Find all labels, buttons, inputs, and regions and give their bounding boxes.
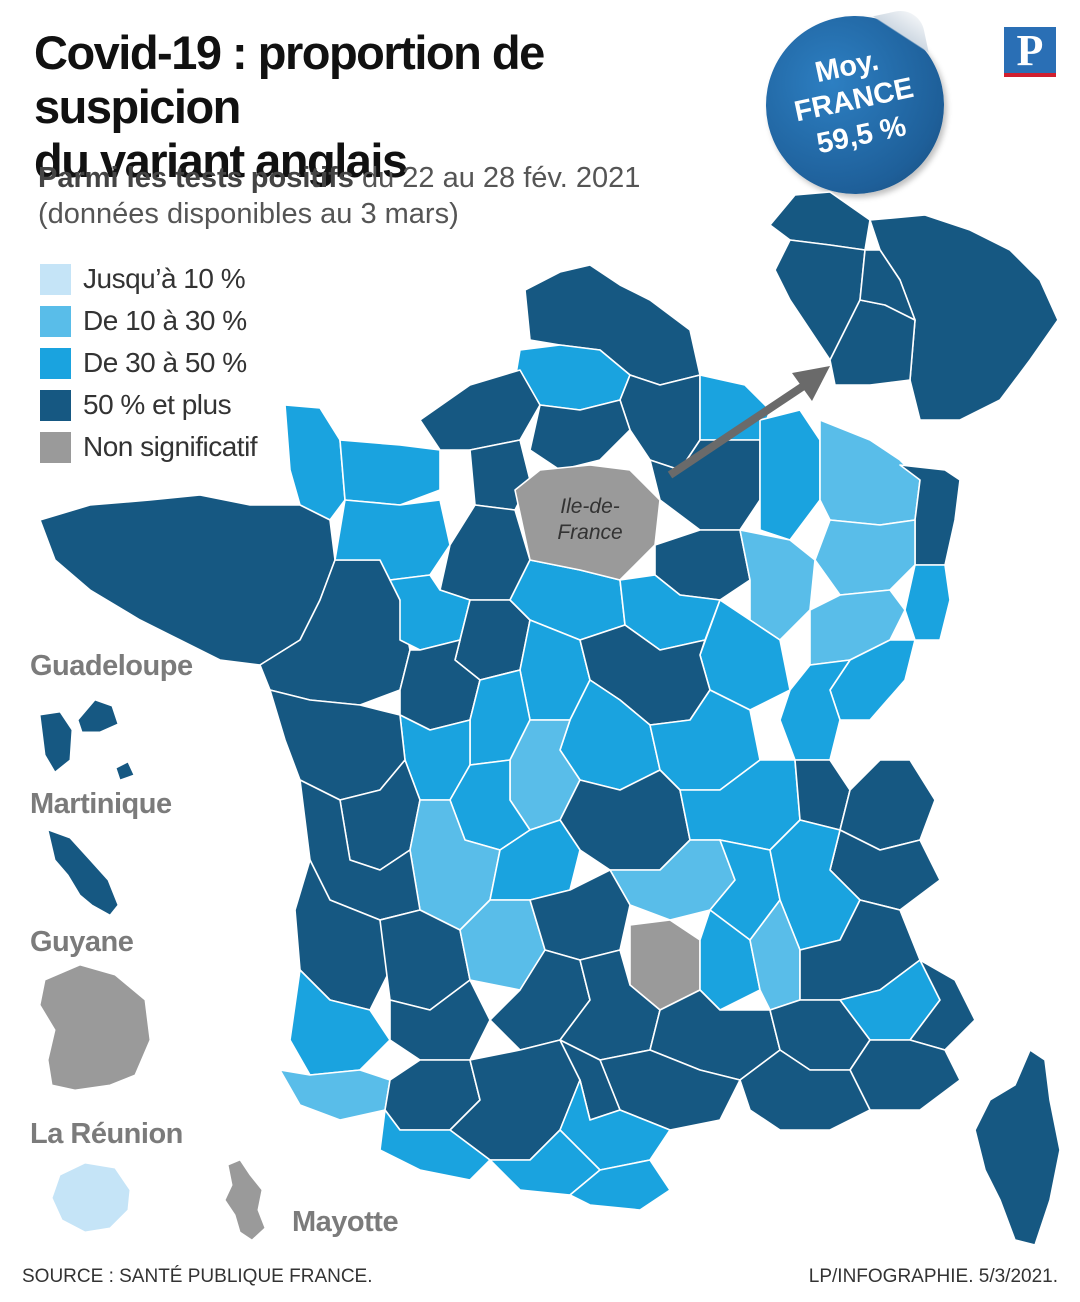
legend-swatch-1	[40, 305, 71, 337]
corse	[974, 1048, 1061, 1246]
label-reunion: La Réunion	[30, 1118, 183, 1150]
dept-oise	[529, 399, 631, 471]
dept-meuse	[759, 409, 821, 541]
idf-inset	[769, 191, 1059, 421]
legend-item-2: De 30 à 50 %	[40, 342, 257, 384]
subtitle-bold: Parmi les tests positifs	[38, 162, 354, 194]
dept-lot-garonne	[389, 979, 491, 1061]
legend-swatch-0	[40, 263, 71, 295]
dept-landes	[289, 969, 391, 1076]
legend-swatch-4	[40, 431, 71, 463]
dept-calvados	[339, 439, 441, 506]
legend-label-3: 50 % et plus	[83, 389, 232, 420]
subtitle-note: (données disponibles au 3 mars)	[38, 198, 459, 230]
dept-bretagne	[39, 494, 336, 666]
dept-pyrenees-orientales	[569, 1159, 671, 1211]
credit-note: LP/INFOGRAPHIE. 5/3/2021.	[808, 1266, 1058, 1287]
label-martinique: Martinique	[30, 788, 172, 820]
dept-haute-marne	[739, 529, 816, 641]
metropole	[39, 264, 976, 1211]
legend-label-4: Non significatif	[83, 431, 258, 462]
dept-aisne	[619, 374, 701, 471]
dept-vosges	[814, 519, 916, 596]
dept-seine-maritime	[419, 369, 541, 451]
dept-ile-de-france	[514, 464, 661, 581]
inset-arrow-head	[792, 366, 830, 401]
dept-moselle	[819, 419, 921, 526]
dept-bouches-rhone	[739, 1049, 871, 1131]
label-mayotte: Mayotte	[292, 1206, 399, 1238]
dept-ain	[794, 759, 851, 831]
dept-hautes-pyrenees	[379, 1109, 491, 1181]
legend-label-2: De 30 à 50 %	[83, 347, 247, 378]
legend-item-0: Jusqu’à 10 %	[40, 258, 257, 300]
label-guyane: Guyane	[30, 926, 134, 958]
label-guadeloupe: Guadeloupe	[30, 650, 193, 682]
martinique-shape	[47, 829, 119, 916]
idf-val-oise	[769, 191, 871, 251]
legend-swatch-2	[40, 347, 71, 379]
legend: Jusqu’à 10 % De 10 à 30 % De 30 à 50 % 5…	[40, 258, 258, 468]
legend-item-3: 50 % et plus	[40, 384, 257, 426]
idf-petite-couronne	[859, 249, 916, 321]
dept-haut-rhin	[904, 564, 951, 641]
guadeloupe-shape	[39, 699, 135, 781]
dept-var	[849, 1039, 961, 1111]
dept-pyrenees-atlantiques	[279, 1069, 391, 1121]
dept-jura	[779, 659, 851, 761]
legend-swatch-3	[40, 389, 71, 421]
mayotte-shape	[224, 1159, 266, 1241]
le-parisien-logo: P	[1004, 27, 1056, 77]
dept-manche	[284, 404, 346, 521]
subtitle: Parmi les tests positifs du 22 au 28 fév…	[38, 160, 738, 232]
legend-item-1: De 10 à 30 %	[40, 300, 257, 342]
idf-label: Ile-de- France	[557, 495, 623, 544]
inset-arrow-line	[667, 381, 808, 479]
overseas	[39, 699, 266, 1241]
subtitle-dates: du 22 au 28 fév. 2021	[353, 162, 641, 194]
guyane-shape	[39, 964, 151, 1091]
legend-label-0: Jusqu’à 10 %	[83, 263, 246, 294]
source-note: SOURCE : SANTÉ PUBLIQUE FRANCE.	[22, 1266, 373, 1287]
legend-label-1: De 10 à 30 %	[83, 305, 247, 336]
legend-item-4: Non significatif	[40, 426, 258, 468]
chart-title: Covid-19 : proportion de suspicion du var…	[34, 26, 545, 187]
reunion-shape	[51, 1162, 131, 1233]
